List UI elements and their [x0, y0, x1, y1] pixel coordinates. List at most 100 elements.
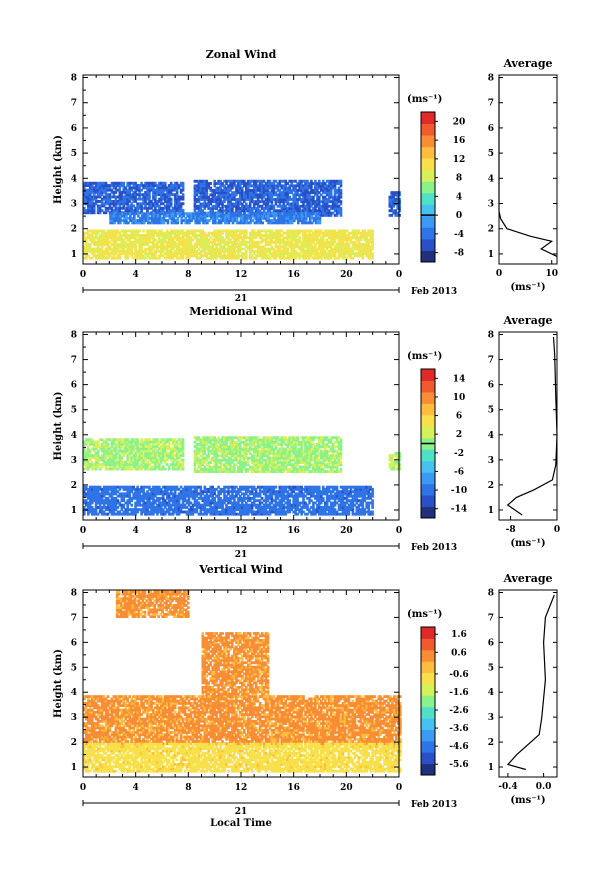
heatmap-cell	[164, 193, 167, 197]
heatmap-cell	[231, 186, 234, 190]
heatmap-cell	[284, 191, 288, 195]
heatmap-cell	[225, 216, 229, 220]
heatmap-cell	[314, 216, 318, 220]
heatmap-cell	[298, 219, 302, 222]
heatmap-cell	[88, 234, 92, 237]
heatmap-cell	[92, 243, 96, 246]
heatmap-cell	[316, 198, 319, 201]
heatmap-cell	[126, 188, 129, 192]
heatmap-cell	[142, 238, 145, 242]
heatmap-cell	[286, 182, 289, 185]
heatmap-cell	[231, 191, 234, 195]
heatmap-cell	[255, 212, 259, 216]
heatmap-cell	[205, 202, 209, 206]
heatmap-cell	[136, 234, 139, 237]
heatmap-cell	[398, 193, 401, 197]
heatmap-cell	[130, 247, 133, 251]
heatmap-cell	[329, 213, 333, 217]
heatmap-cell	[142, 243, 145, 246]
heatmap-cell	[323, 184, 327, 188]
heatmap-cell	[298, 184, 301, 188]
heatmap-cell	[136, 202, 139, 206]
heatmap-cell	[138, 238, 141, 242]
heatmap-cell	[152, 214, 156, 218]
heatmap-cell	[130, 236, 133, 240]
heatmap-cell	[335, 182, 339, 185]
heatmap-cell	[154, 214, 158, 218]
heatmap-cell	[316, 212, 320, 216]
heatmap-cell	[219, 202, 222, 206]
heatmap-cell	[237, 184, 240, 188]
heatmap-cell	[195, 193, 199, 197]
heatmap-cell	[138, 254, 141, 258]
heatmap-cell	[398, 209, 401, 213]
heatmap-cell	[132, 245, 135, 249]
heatmap-cell	[133, 216, 136, 220]
heatmap-cell	[134, 256, 137, 260]
heatmap-cell	[290, 198, 293, 201]
heatmap-cell	[180, 212, 183, 216]
heatmap-cell	[227, 186, 230, 190]
heatmap-cell	[209, 207, 212, 210]
heatmap-cell	[194, 214, 197, 218]
heatmap-cell	[94, 190, 98, 194]
heatmap-cell	[88, 236, 92, 240]
heatmap-cell	[154, 216, 158, 220]
heatmap-cell	[134, 234, 137, 237]
heatmap-cell	[173, 188, 177, 192]
colorbar-tick-label: -4	[454, 230, 464, 240]
heatmap-cell	[169, 181, 173, 185]
heatmap-cell	[98, 184, 102, 187]
heatmap-cell	[156, 204, 159, 208]
heatmap-cell	[170, 216, 174, 220]
heatmap-cell	[104, 240, 108, 244]
heatmap-cell	[215, 204, 218, 208]
heatmap-cell	[85, 236, 88, 240]
heatmap-cell	[316, 214, 320, 218]
heatmap-cell	[134, 254, 137, 258]
heatmap-cell	[100, 229, 104, 233]
heatmap-cell	[310, 212, 314, 216]
heatmap-cell	[284, 204, 288, 208]
heatmap-cell	[166, 209, 169, 212]
heatmap-cell	[258, 184, 262, 188]
heatmap-cell	[113, 219, 116, 222]
heatmap-cell	[310, 204, 313, 208]
heatmap-cell	[235, 202, 238, 206]
heatmap-cell	[136, 438, 139, 442]
heatmap-cell	[150, 214, 154, 218]
heatmap-cell	[333, 184, 337, 188]
heatmap-cell	[116, 231, 120, 235]
heatmap-cell	[298, 214, 302, 218]
heatmap-cell	[223, 191, 226, 195]
heatmap-cell	[241, 216, 245, 220]
heatmap-cell	[282, 193, 286, 197]
heatmap-cell	[322, 195, 325, 199]
heatmap-cell	[118, 252, 122, 256]
heatmap-cell	[308, 221, 312, 225]
heatmap-cell	[112, 200, 116, 203]
heatmap-cell	[152, 216, 156, 220]
heatmap-cell	[152, 234, 155, 237]
heatmap-cell	[300, 186, 303, 190]
heatmap-cell	[294, 198, 297, 201]
heatmap-cell	[290, 207, 293, 210]
heatmap-cell	[87, 234, 90, 237]
heatmap-cell	[215, 202, 218, 206]
heatmap-cell	[249, 216, 253, 220]
heatmap-cell	[102, 240, 106, 244]
heatmap-cell	[158, 209, 161, 212]
heatmap-cell	[120, 240, 124, 244]
heatmap-cell	[198, 219, 201, 222]
heatmap-cell	[148, 181, 151, 185]
heatmap-cell	[126, 197, 129, 201]
heatmap-cell	[124, 209, 128, 212]
heatmap-cell	[245, 202, 248, 206]
heatmap-cell	[148, 256, 151, 260]
heatmap-cell	[85, 195, 88, 199]
heatmap-cell	[310, 198, 313, 201]
heatmap-cell	[199, 209, 203, 213]
heatmap-cell	[175, 184, 179, 187]
heatmap-cell	[199, 204, 203, 208]
